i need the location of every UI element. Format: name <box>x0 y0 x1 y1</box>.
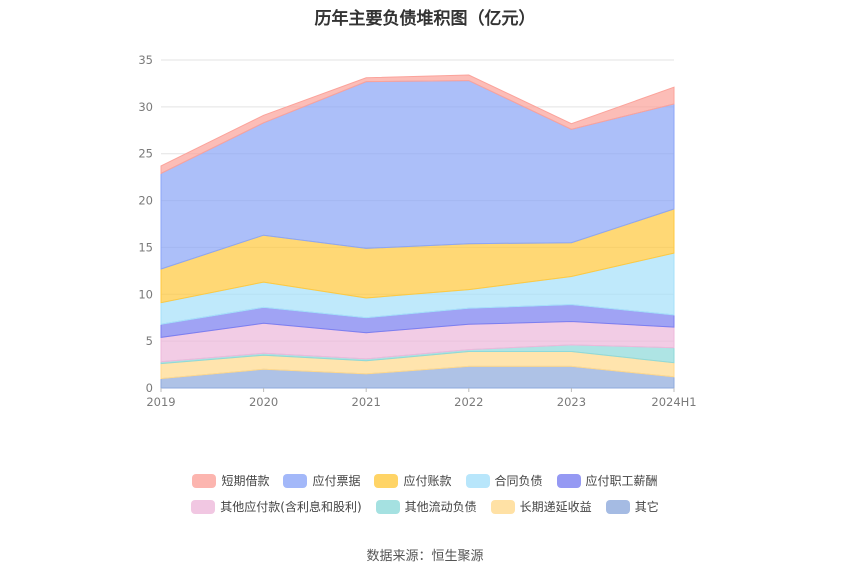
legend-item[interactable]: 合同负债 <box>465 472 543 489</box>
legend-item[interactable]: 长期递延收益 <box>490 498 592 515</box>
area-短期借款 <box>160 74 675 175</box>
y-tick-label: 20 <box>138 194 153 208</box>
legend-label: 应付账款 <box>403 474 452 488</box>
chart-title: 历年主要负债堆积图（亿元） <box>314 9 536 29</box>
y-tick-label: 10 <box>138 287 153 301</box>
legend-swatch <box>192 473 217 488</box>
x-tick-label: 2019 <box>146 395 175 409</box>
y-tick-label: 25 <box>138 147 153 161</box>
axes: 0 5 10 15 20 25 30 35 2019 2020 2021 2022 2023 2024H1 <box>138 53 696 409</box>
legend-item[interactable]: 短期借款 <box>192 472 269 489</box>
legend-label: 短期借款 <box>221 474 270 488</box>
x-tick-label: 2024H1 <box>651 395 696 409</box>
y-tick-label: 15 <box>138 240 153 254</box>
legend-label: 应付票据 <box>312 474 361 488</box>
legend-label: 其他应付款(含利息和股利) <box>220 500 362 514</box>
legend-swatch <box>375 499 400 514</box>
stacked-area-chart: 0 5 10 15 20 25 30 35 2019 2020 2021 2022 2023 2024H1 <box>138 53 696 409</box>
legend-label: 其它 <box>634 500 659 514</box>
legend: 短期借款 应付票据 应付账款 合同负债 应付职工薪酬其他应付款(含利息和股利) 其他流动负… <box>0 472 850 524</box>
legend-item[interactable]: 应付账款 <box>374 472 452 489</box>
legend-swatch <box>490 499 515 514</box>
legend-label: 合同负债 <box>494 474 543 488</box>
legend-swatch <box>605 499 630 514</box>
legend-label: 应付职工薪酬 <box>585 474 658 488</box>
x-tick-label: 2022 <box>454 395 483 409</box>
y-tick-label: 30 <box>138 100 153 114</box>
legend-swatch <box>556 473 581 488</box>
y-tick-label: 35 <box>138 53 153 67</box>
source-note: 数据来源：恒生聚源 <box>366 549 484 564</box>
legend-item[interactable]: 应付职工薪酬 <box>556 472 658 489</box>
y-tick-label: 0 <box>146 381 153 395</box>
legend-swatch <box>283 473 308 488</box>
legend-row: 其他应付款(含利息和股利) 其他流动负债 长期递延收益 其它 <box>0 498 850 515</box>
x-tick-label: 2021 <box>352 395 381 409</box>
legend-swatch <box>465 473 490 488</box>
x-tick-label: 2023 <box>557 395 586 409</box>
x-tick-label: 2020 <box>249 395 278 409</box>
legend-label: 其他流动负债 <box>404 500 477 514</box>
legend-item[interactable]: 其它 <box>605 498 659 515</box>
legend-swatch <box>191 499 216 514</box>
legend-label: 长期递延收益 <box>519 500 592 514</box>
legend-item[interactable]: 其他流动负债 <box>375 498 477 515</box>
legend-item[interactable]: 其他应付款(含利息和股利) <box>191 498 362 515</box>
legend-item[interactable]: 应付票据 <box>283 472 360 489</box>
legend-swatch <box>374 473 399 488</box>
legend-row: 短期借款 应付票据 应付账款 合同负债 应付职工薪酬 <box>0 472 850 489</box>
area-series <box>160 74 675 389</box>
y-tick-label: 5 <box>146 334 153 348</box>
